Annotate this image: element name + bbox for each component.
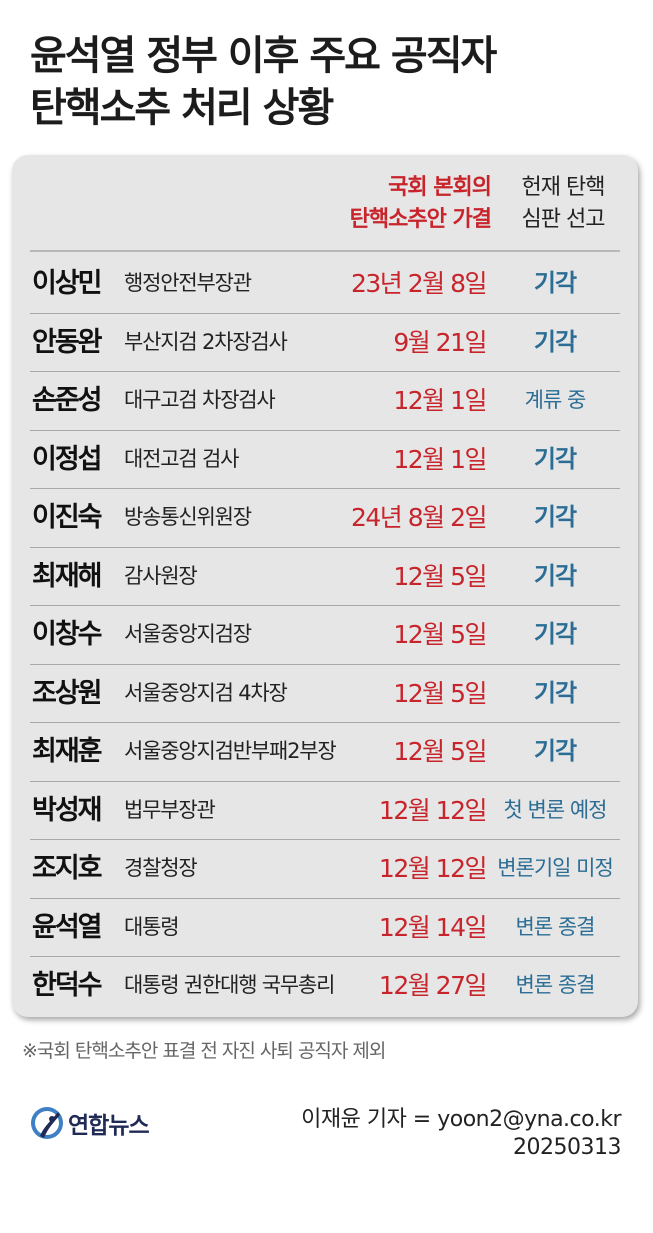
table-row: 손준성 대구고검 차장검사 12월 1일 계류 중: [30, 372, 620, 431]
credit-date: 20250313: [513, 1135, 621, 1160]
yonhap-logo-icon: [30, 1106, 64, 1140]
official-position: 서울중앙지검장: [124, 622, 252, 646]
table-row: 최재훈 서울중앙지검반부패2부장 12월 5일 기각: [30, 723, 620, 782]
official-name: 박성재: [32, 794, 103, 826]
table-card: [12, 155, 638, 1017]
page-title: 윤석열 정부 이후 주요 공직자 탄핵소추 처리 상황: [30, 30, 497, 134]
ruling-result: 기각: [533, 444, 577, 473]
title-line-1: 윤석열 정부 이후 주요 공직자: [30, 33, 497, 79]
impeachment-date: 12월 1일: [393, 386, 487, 415]
official-position: 대전고검 검사: [124, 446, 239, 471]
table-row: 이진숙 방송통신위원장 24년 8월 2일 기각: [30, 489, 620, 548]
official-position: 행정안전부장관: [124, 271, 252, 295]
ruling-result: 변론기일 미정: [497, 856, 614, 880]
impeachment-date: 9월 21일: [393, 327, 487, 357]
official-position: 대구고검 차장검사: [124, 388, 276, 412]
impeachment-date: 12월 12일: [378, 854, 488, 883]
table-body: 이상민 행정안전부장관 23년 2월 8일 기각 안동완 부산지검 2차장검사 9월 21일…: [30, 255, 620, 1015]
official-position: 대통령 권한대행 국무총리: [124, 973, 335, 997]
impeachment-date: 12월 1일: [393, 444, 487, 474]
impeachment-date: 12월 12일: [378, 795, 488, 825]
official-position: 서울중앙지검반부패2부장: [124, 739, 337, 763]
official-name: 이정섭: [32, 443, 103, 475]
footnote: ※국회 탄핵소추안 표결 전 자진 사퇴 공직자 제외: [22, 1040, 386, 1062]
impeachment-date: 12월 27일: [378, 971, 488, 1000]
ruling-result: 변론 종결: [515, 973, 596, 997]
header-ruling: 헌재 탄핵 심판 선고: [490, 172, 636, 236]
official-name: 이창수: [32, 619, 103, 650]
impeachment-date: 23년 2월 8일: [350, 269, 488, 298]
official-name: 안동완: [32, 326, 103, 358]
official-name: 최재해: [32, 560, 103, 592]
ruling-result: 변론 종결: [515, 914, 596, 939]
table-row: 이창수 서울중앙지검장 12월 5일 기각: [30, 606, 620, 665]
official-position: 부산지검 2차장검사: [124, 329, 288, 354]
logo: 연합뉴스: [30, 1103, 150, 1143]
table-row: 박성재 법무부장관 12월 12일 첫 변론 예정: [30, 782, 620, 840]
ruling-result: 기각: [533, 737, 577, 765]
official-position: 경찰청장: [124, 856, 198, 880]
table-row: 이상민 행정안전부장관 23년 2월 8일 기각: [30, 255, 620, 314]
official-name: 최재훈: [32, 736, 103, 767]
impeachment-date: 12월 5일: [393, 561, 487, 591]
official-name: 손준성: [32, 385, 103, 416]
official-name: 조지호: [32, 853, 103, 884]
ruling-result: 계류 중: [524, 388, 587, 412]
header-passed-line-2: 탄핵소추안 가결: [349, 207, 492, 232]
header-ruling-line-1: 헌재 탄핵: [521, 175, 606, 200]
header-divider: [30, 250, 620, 252]
header-ruling-line-2: 심판 선고: [521, 207, 606, 232]
header-passed-line-1: 국회 본회의: [388, 175, 492, 200]
ruling-result: 첫 변론 예정: [503, 797, 608, 822]
ruling-result: 기각: [533, 678, 577, 707]
official-name: 이상민: [32, 268, 103, 299]
table-row: 한덕수 대통령 권한대행 국무총리 12월 27일 변론 종결: [30, 957, 620, 1015]
credit-reporter: 이재윤 기자 = yoon2@yna.co.kr: [301, 1107, 621, 1132]
ruling-result: 기각: [533, 269, 577, 297]
official-position: 서울중앙지검 4차장: [124, 680, 288, 705]
ruling-result: 기각: [533, 327, 577, 356]
ruling-result: 기각: [533, 561, 577, 590]
official-position: 방송통신위원장: [124, 505, 252, 529]
impeachment-date: 24년 8월 2일: [350, 503, 488, 532]
table-row: 최재해 감사원장 12월 5일 기각: [30, 548, 620, 606]
table-row: 이정섭 대전고검 검사 12월 1일 기각: [30, 431, 620, 489]
table-row: 조지호 경찰청장 12월 12일 변론기일 미정: [30, 840, 620, 899]
impeachment-date: 12월 5일: [393, 620, 487, 649]
impeachment-date: 12월 5일: [393, 737, 487, 766]
official-name: 윤석열: [32, 911, 103, 943]
impeachment-date: 12월 5일: [393, 678, 487, 708]
official-position: 감사원장: [124, 563, 198, 588]
title-line-2: 탄핵소추 처리 상황: [30, 85, 334, 131]
official-position: 법무부장관: [124, 797, 216, 822]
logo-text: 연합뉴스: [68, 1113, 150, 1139]
table-row: 안동완 부산지검 2차장검사 9월 21일 기각: [30, 314, 620, 372]
official-name: 조상원: [32, 677, 103, 709]
table-row: 윤석열 대통령 12월 14일 변론 종결: [30, 899, 620, 957]
table-row: 조상원 서울중앙지검 4차장 12월 5일 기각: [30, 665, 620, 723]
impeachment-date: 12월 14일: [378, 912, 488, 942]
credit: 이재윤 기자 = yoon2@yna.co.kr 20250313: [301, 1106, 621, 1162]
official-position: 대통령: [124, 914, 180, 939]
ruling-result: 기각: [533, 503, 577, 531]
official-name: 이진숙: [32, 502, 103, 533]
official-name: 한덕수: [32, 970, 103, 1001]
ruling-result: 기각: [533, 620, 577, 648]
header-passed: 국회 본회의 탄핵소추안 가결: [251, 172, 492, 236]
